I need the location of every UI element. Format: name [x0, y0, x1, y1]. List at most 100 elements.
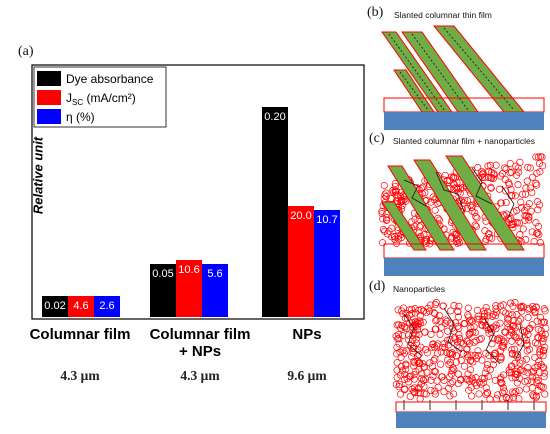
nanoparticle	[388, 233, 396, 241]
nanoparticle	[463, 345, 471, 353]
nanoparticle	[410, 371, 418, 379]
nanoparticle	[508, 350, 516, 358]
nanoparticle	[516, 359, 524, 367]
nanoparticle	[521, 211, 529, 220]
nanoparticle	[507, 192, 515, 200]
nanoparticle	[514, 350, 522, 358]
nanoparticle	[431, 355, 439, 363]
nanoparticle	[468, 203, 476, 211]
nanoparticle	[535, 231, 543, 239]
nanoparticle	[525, 213, 533, 222]
panel-c-title: Slanted columnar film + nanoparticles	[393, 136, 535, 146]
nanoparticle	[441, 319, 449, 327]
nanoparticle	[507, 369, 515, 377]
nanoparticle	[492, 302, 500, 310]
nanoparticle	[444, 327, 452, 335]
nanoparticle	[518, 307, 526, 315]
thickness-label-columnar: 4.3 μm	[60, 368, 100, 383]
nanoparticle	[534, 222, 543, 230]
nanoparticle	[427, 330, 435, 338]
nanoparticle	[482, 303, 490, 312]
nanoparticle	[392, 332, 400, 340]
nanoparticle	[430, 357, 438, 365]
nanoparticle	[534, 377, 542, 385]
nanoparticle	[390, 233, 399, 241]
nanoparticle	[497, 172, 505, 180]
nanoparticle	[518, 190, 527, 198]
nanoparticle	[464, 311, 472, 319]
nanoparticle	[514, 164, 522, 172]
nanoparticle	[467, 324, 475, 332]
nanoparticle	[505, 181, 513, 189]
nanoparticle	[510, 345, 518, 353]
nanoparticle	[463, 345, 471, 353]
nanoparticle	[488, 234, 496, 242]
nanoparticle	[401, 324, 409, 332]
bar-1-1	[176, 260, 202, 317]
nanoparticle	[482, 235, 490, 243]
panel-b-letter: (b)	[367, 5, 384, 20]
nanoparticle	[492, 305, 500, 313]
nanoparticle	[427, 376, 435, 384]
nanoparticle	[534, 153, 542, 161]
panel-d-title: Nanoparticles	[393, 284, 445, 294]
nanoparticle	[452, 238, 460, 246]
nanoparticle	[508, 168, 516, 176]
bar-1-2	[288, 206, 314, 317]
nanoparticle	[423, 349, 431, 357]
nanoparticle	[410, 362, 418, 370]
nanoparticle	[432, 317, 440, 325]
nanoparticle	[528, 228, 536, 236]
nanoparticle	[420, 390, 428, 398]
nanoparticle	[395, 380, 404, 388]
nanoparticle	[483, 361, 491, 369]
nanoparticle	[524, 364, 532, 372]
nanoparticle	[467, 383, 475, 391]
nanoparticle	[478, 374, 486, 383]
nanoparticle	[509, 221, 517, 229]
nanoparticle	[474, 352, 482, 360]
nanoparticle	[514, 317, 523, 325]
nanoparticle	[438, 373, 446, 381]
nanoparticle	[520, 333, 528, 342]
nanoparticle	[524, 313, 532, 322]
nanoparticle	[537, 318, 545, 326]
legend-swatch-0	[37, 71, 61, 86]
nanoparticle	[529, 391, 537, 399]
nanoparticle	[540, 369, 548, 377]
nanoparticle	[417, 306, 425, 314]
nanoparticle	[485, 329, 493, 337]
nanoparticle	[401, 314, 409, 322]
nanoparticle	[406, 341, 414, 349]
nanoparticle	[433, 316, 441, 324]
bar-0-1	[150, 264, 176, 317]
nanoparticle	[398, 202, 406, 210]
nanoparticle	[434, 340, 442, 348]
nanoparticle	[536, 348, 544, 356]
nanoparticle	[541, 390, 549, 398]
nanoparticle	[487, 184, 495, 192]
nanoparticle	[435, 216, 444, 224]
nanoparticle	[454, 379, 462, 388]
nanoparticle	[468, 374, 476, 382]
nanoparticle	[522, 236, 530, 244]
category-label-nps: NPs	[292, 326, 322, 343]
nanoparticle	[396, 390, 405, 398]
nanoparticle	[381, 227, 389, 235]
nanoparticle	[434, 383, 442, 391]
nanoparticle	[536, 239, 544, 247]
nanoparticle	[392, 239, 401, 247]
nanoparticle	[455, 313, 463, 321]
nanoparticle	[437, 360, 445, 368]
nanoparticle	[470, 338, 478, 346]
nanoparticle	[424, 304, 432, 312]
nanoparticle	[495, 334, 503, 342]
bar-1-0	[68, 296, 94, 317]
bar-label-2-0: 2.6	[99, 300, 114, 312]
nanoparticle	[527, 207, 535, 215]
nanoparticle	[457, 356, 465, 365]
nanoparticle	[430, 367, 438, 375]
nanoparticle	[429, 372, 437, 380]
nanoparticle	[428, 362, 436, 370]
nanoparticle	[446, 177, 454, 185]
